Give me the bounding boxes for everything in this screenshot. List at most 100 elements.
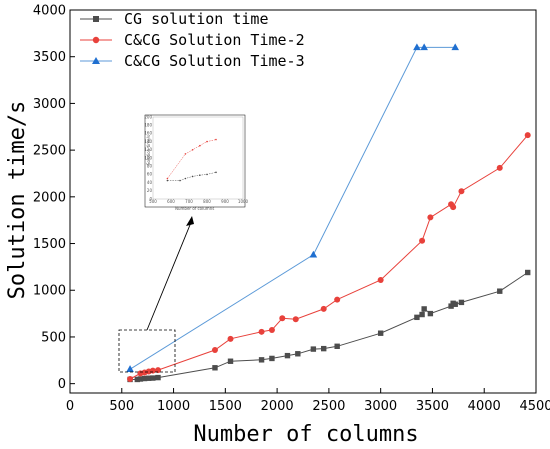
zoom-arrow-head (186, 216, 194, 226)
legend-item-ccg3: C&CG Solution Time-3 (80, 52, 305, 70)
y-axis-title: Solution time/s (5, 101, 30, 300)
data-point-s1-15 (419, 237, 426, 244)
y-tick-label-5: 2500 (33, 144, 66, 159)
legend-marker-ccg3 (92, 57, 100, 64)
data-point-s0-20 (427, 310, 434, 317)
data-point-s0-14 (321, 345, 327, 352)
data-point-s0-3 (141, 375, 148, 382)
y-tick-label-8: 4000 (33, 4, 66, 19)
inset-point-s0-2 (184, 177, 187, 180)
data-point-s1-8 (258, 328, 265, 335)
inset-point-s1-0 (166, 177, 169, 180)
data-point-s0-11 (284, 352, 291, 359)
data-point-s2-3 (420, 43, 428, 51)
inset-x-tick-6: 800 (203, 199, 211, 204)
inset-ticks: 500 600 700 800 900 1000 0 20 40 60 80 100 120 140 160… (144, 114, 248, 204)
data-point-s0-19 (421, 306, 427, 312)
y-tick-label-4: 2000 (33, 190, 66, 205)
x-tick-label-5: 2500 (312, 399, 345, 414)
data-point-s0-10 (269, 355, 275, 362)
inset-plot-area (152, 116, 244, 200)
legend-label-ccg2: C&CG Solution Time-2 (124, 31, 305, 49)
y-tick-label-0: 0 (58, 377, 66, 392)
inset-point-s0-5 (206, 173, 208, 176)
data-point-s1-0 (127, 375, 134, 382)
inset-y-tick-5: 100 (144, 155, 152, 160)
x-tick-label-3: 1500 (209, 399, 242, 414)
data-point-s1-11 (292, 316, 299, 323)
inset-point-s1-2 (191, 149, 194, 151)
data-point-s1-14 (377, 276, 384, 283)
data-point-s0-7 (212, 365, 218, 371)
inset-y-label: Solution time/s (146, 135, 151, 165)
inset-y-tick-3: 60 (147, 172, 153, 177)
inset-x-label: Number of columns (175, 206, 214, 211)
y-tick-label-7: 3500 (33, 50, 66, 65)
data-point-s1-19 (458, 188, 465, 195)
x-tick-label-8: 4000 (468, 399, 501, 414)
inset-x-tick-4: 700 (185, 199, 193, 204)
x-tick-label-1: 500 (109, 399, 134, 414)
data-point-s0-21 (448, 303, 454, 309)
inset-point-s0-0 (166, 179, 169, 182)
data-point-s1-16 (427, 214, 434, 221)
legend: CG solution time C&CG Solution Time-2 C&… (80, 10, 305, 70)
data-point-s1-21 (524, 132, 531, 139)
data-point-s2-0 (126, 365, 134, 372)
data-point-s0-9 (258, 357, 265, 363)
inset-x-tick-2: 600 (167, 199, 175, 204)
data-point-s0-5 (150, 375, 156, 381)
inset-y-tick-8: 160 (144, 131, 152, 136)
data-point-s2-2 (413, 43, 421, 51)
x-tick-label-9: 4500 (519, 399, 550, 414)
data-point-s0-23 (452, 301, 458, 307)
x-axis-title: Number of columns (193, 422, 418, 447)
inset-point-s1-4 (206, 140, 208, 143)
data-point-s1-18 (450, 204, 457, 211)
data-point-s0-4 (146, 375, 152, 381)
inset-point-s1-3 (199, 144, 201, 147)
legend-marker-cg (93, 16, 99, 22)
data-point-s0-13 (310, 346, 317, 352)
inset-point-s1-5 (215, 138, 217, 141)
data-point-s2-4 (451, 43, 460, 51)
data-point-s0-25 (497, 288, 503, 294)
inset-series (166, 138, 217, 182)
inset-point-s0-6 (215, 171, 217, 174)
series-layer (126, 43, 531, 383)
inset-x-tick-10: 1000 (238, 199, 249, 204)
inset-y-tick-4: 80 (147, 164, 153, 169)
y-tick-label-1: 500 (41, 330, 66, 345)
y-axis-ticks: 0 500 1000 1500 2000 2500 3000 3500 4000 (33, 4, 75, 392)
x-tick-label-4: 2000 (261, 399, 294, 414)
inset-point-s0-3 (191, 175, 194, 178)
x-axis-ticks: 0 500 1000 1500 2000 2500 3000 3500 4000 4500 (66, 388, 550, 414)
inset-x-tick-8: 900 (221, 199, 229, 204)
data-point-s0-12 (295, 351, 301, 357)
legend-label-cg: CG solution time (124, 10, 269, 28)
data-point-s1-4 (149, 367, 156, 374)
inset-y-tick-10: 200 (144, 114, 152, 119)
zoom-arrow-line (146, 219, 193, 331)
data-point-s1-9 (268, 326, 275, 333)
zoom-region-box (118, 329, 176, 373)
data-point-s2-1 (309, 250, 318, 258)
inset-frame (144, 114, 246, 208)
legend-marker-ccg2 (92, 36, 100, 44)
data-point-s0-16 (377, 330, 384, 336)
data-point-s1-13 (334, 296, 341, 303)
x-tick-label-6: 3000 (364, 399, 397, 414)
data-point-s1-10 (279, 315, 286, 322)
data-point-s1-6 (211, 347, 218, 354)
data-point-s0-15 (334, 343, 340, 349)
data-point-s0-26 (525, 269, 531, 276)
inset-y-tick-1: 20 (147, 188, 153, 193)
data-point-s1-7 (227, 335, 234, 342)
y-tick-label-2: 1000 (33, 284, 66, 299)
plot-frame (69, 9, 537, 394)
x-tick-label-0: 0 (66, 399, 74, 414)
inset-y-tick-9: 180 (144, 123, 152, 128)
series-line-0 (130, 272, 528, 380)
inset-x-tick-0: 500 (149, 199, 157, 204)
